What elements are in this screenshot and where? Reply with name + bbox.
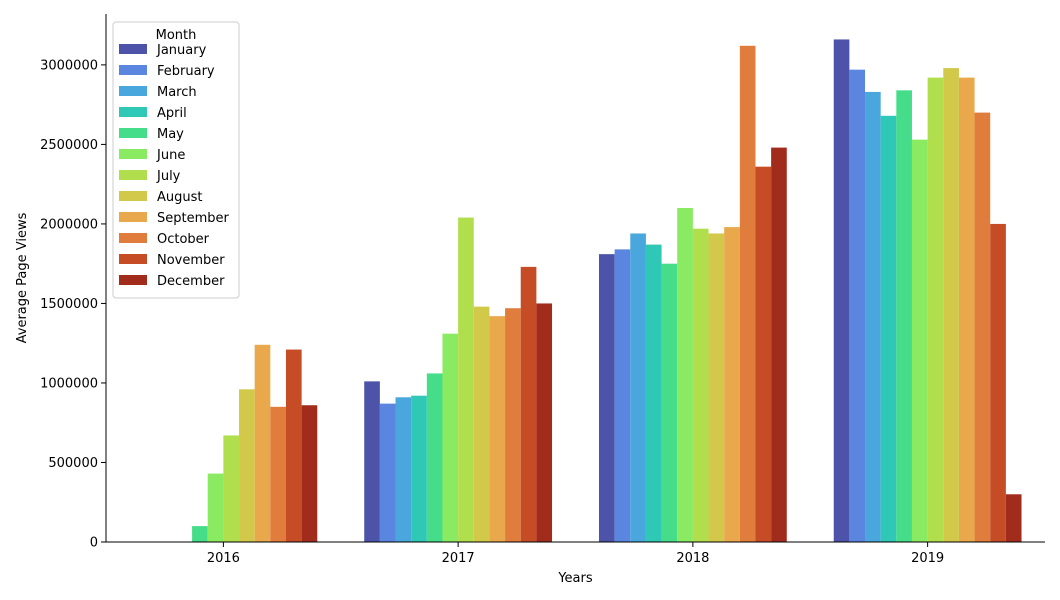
legend-swatch-june bbox=[119, 149, 147, 159]
bar-2018-may bbox=[661, 263, 678, 542]
bar-2017-august bbox=[473, 306, 490, 542]
bar-2018-august bbox=[708, 233, 725, 542]
legend-label-june: June bbox=[156, 148, 185, 163]
bar-2019-march bbox=[865, 91, 881, 543]
legend-swatch-february bbox=[119, 65, 147, 75]
y-tick-label: 1500000 bbox=[40, 297, 98, 312]
axes-group bbox=[105, 14, 1045, 543]
legend-label-march: March bbox=[157, 85, 197, 100]
legend-title: Month bbox=[156, 28, 197, 43]
bar-2016-august bbox=[239, 389, 255, 542]
bar-2017-february bbox=[379, 403, 396, 542]
legend-swatch-april bbox=[119, 107, 147, 117]
bar-2018-june bbox=[677, 208, 693, 542]
x-tick-label: 2017 bbox=[442, 551, 475, 566]
legend-swatch-july bbox=[119, 170, 147, 180]
legend: Month January February March April May June Ju… bbox=[112, 21, 240, 299]
bar-2017-january bbox=[364, 381, 380, 542]
bar-2017-may bbox=[426, 373, 443, 542]
bar-2019-january bbox=[833, 39, 850, 543]
bar-2018-april bbox=[645, 244, 662, 542]
bar-2018-july bbox=[692, 228, 709, 542]
bar-2019-april bbox=[880, 115, 897, 542]
x-tick-label: 2019 bbox=[911, 551, 944, 566]
bar-2016-june bbox=[207, 473, 224, 542]
bar-2016-may bbox=[192, 526, 208, 542]
legend-swatch-august bbox=[119, 191, 147, 201]
bar-2018-january bbox=[598, 254, 615, 542]
x-ticks: 2016 2017 2018 2019 bbox=[207, 542, 944, 566]
y-axis-label: Average Page Views bbox=[15, 212, 30, 343]
legend-label-november: November bbox=[157, 253, 225, 268]
y-tick-label: 1000000 bbox=[40, 376, 98, 391]
legend-swatch-march bbox=[119, 86, 147, 96]
legend-label-may: May bbox=[157, 127, 184, 142]
y-ticks: 0 500000 1000000 1500000 2000000 2500000 30000… bbox=[40, 58, 106, 551]
legend-items: January February March April May June July Augu… bbox=[119, 43, 230, 289]
bar-2017-april bbox=[411, 395, 427, 542]
bar-2019-october bbox=[974, 112, 991, 542]
bar-2017-july bbox=[458, 217, 474, 542]
legend-label-august: August bbox=[157, 190, 203, 205]
bar-2019-july bbox=[927, 77, 944, 543]
x-tick-label: 2018 bbox=[676, 551, 709, 566]
legend-swatch-october bbox=[119, 233, 147, 243]
bar-2019-september bbox=[958, 77, 975, 543]
bar-2018-december bbox=[771, 147, 787, 542]
bar-2019-december bbox=[1005, 494, 1022, 542]
x-tick-label: 2016 bbox=[207, 551, 240, 566]
legend-label-february: February bbox=[157, 64, 215, 79]
legend-swatch-may bbox=[119, 128, 147, 138]
x-axis-label: Years bbox=[557, 571, 593, 586]
bar-2018-october bbox=[739, 45, 756, 543]
legend-label-january: January bbox=[156, 43, 207, 58]
bar-2017-october bbox=[505, 308, 521, 542]
bar-2017-march bbox=[395, 397, 412, 542]
bars-group bbox=[192, 39, 1022, 543]
bar-2017-september bbox=[489, 316, 506, 542]
bar-2016-november bbox=[285, 349, 302, 542]
y-tick-label: 3000000 bbox=[40, 58, 98, 73]
legend-label-september: September bbox=[157, 211, 230, 226]
bar-2019-february bbox=[849, 69, 866, 542]
bar-2016-october bbox=[270, 406, 286, 542]
legend-swatch-november bbox=[119, 254, 147, 264]
bar-2017-june bbox=[442, 333, 459, 542]
bar-2018-september bbox=[724, 227, 740, 542]
bar-2019-november bbox=[990, 223, 1006, 542]
bar-2016-july bbox=[223, 435, 240, 542]
bar-2016-september bbox=[254, 344, 271, 542]
bar-2016-december bbox=[301, 405, 318, 542]
legend-swatch-december bbox=[119, 275, 147, 285]
legend-label-july: July bbox=[156, 169, 181, 184]
bar-2019-august bbox=[943, 68, 959, 542]
bar-2019-june bbox=[911, 139, 928, 542]
legend-swatch-january bbox=[119, 44, 147, 54]
bar-2019-may bbox=[896, 90, 912, 543]
bar-2018-november bbox=[755, 166, 772, 543]
bar-2018-february bbox=[614, 249, 631, 543]
y-tick-label: 500000 bbox=[48, 456, 98, 471]
y-tick-label: 0 bbox=[90, 536, 98, 551]
y-tick-label: 2000000 bbox=[40, 217, 98, 232]
legend-label-april: April bbox=[157, 106, 187, 121]
bar-2017-december bbox=[536, 303, 553, 542]
y-tick-label: 2500000 bbox=[40, 138, 98, 153]
legend-label-december: December bbox=[157, 274, 225, 289]
legend-label-october: October bbox=[157, 232, 210, 247]
bar-2017-november bbox=[520, 266, 537, 542]
bar-2018-march bbox=[630, 233, 646, 542]
legend-swatch-september bbox=[119, 212, 147, 222]
